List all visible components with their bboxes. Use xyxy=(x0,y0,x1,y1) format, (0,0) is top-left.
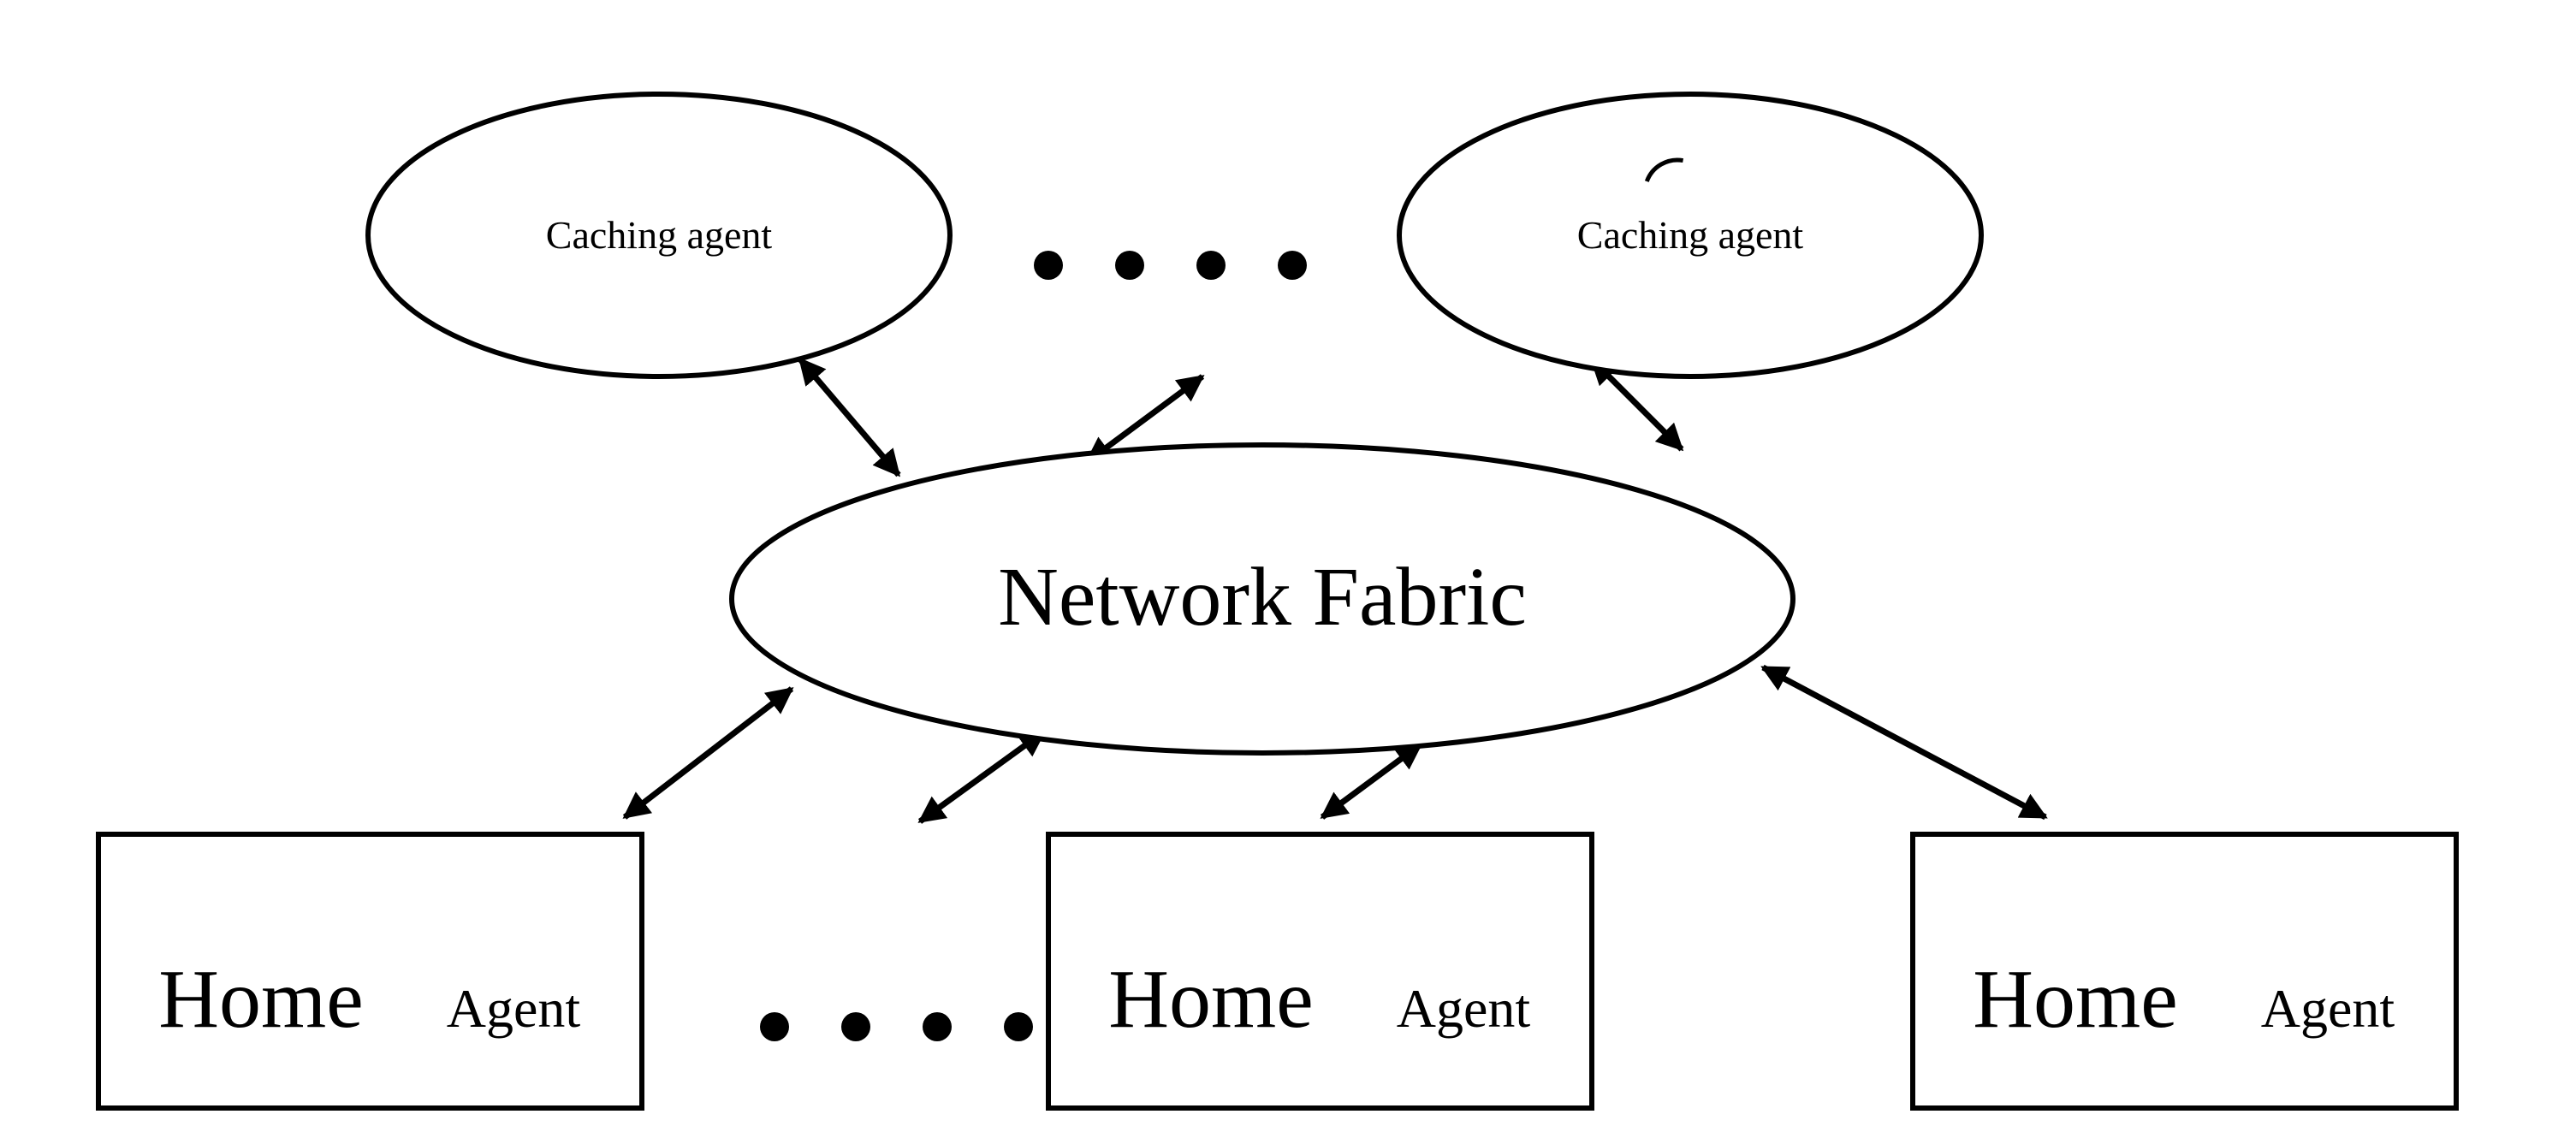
fabric: Network Fabric xyxy=(732,445,1793,753)
nodes-layer: Caching agent Caching agent Network Fabric… xyxy=(98,94,2456,1108)
home2: Home Agent xyxy=(1048,834,1592,1108)
home2-label-1: Agent xyxy=(1397,978,1531,1039)
ellipsis-dot-0-3 xyxy=(1278,251,1307,280)
home2-label-0: Home xyxy=(1108,953,1314,1046)
home3-label-1: Agent xyxy=(2261,978,2395,1039)
ellipsis-dot-1-2 xyxy=(923,1012,952,1041)
home1-label-0: Home xyxy=(158,953,364,1046)
caching1-label: Caching agent xyxy=(546,213,773,257)
ellipsis-dot-0-0 xyxy=(1034,251,1063,280)
diagram-canvas: Caching agent Caching agent Network Fabric… xyxy=(0,0,2576,1138)
edge-5 xyxy=(1322,744,1421,817)
fabric-label: Network Fabric xyxy=(998,551,1527,643)
caching1: Caching agent xyxy=(368,94,950,376)
home3: Home Agent xyxy=(1913,834,2456,1108)
ellipsis-dot-0-1 xyxy=(1115,251,1144,280)
ellipsis-dot-1-1 xyxy=(841,1012,870,1041)
ellipsis-dot-0-2 xyxy=(1196,251,1226,280)
ellipsis-dot-1-0 xyxy=(760,1012,789,1041)
home1: Home Agent xyxy=(98,834,642,1108)
caching2-label: Caching agent xyxy=(1577,213,1804,257)
edge-4 xyxy=(920,732,1044,821)
edge-3 xyxy=(625,689,792,817)
caching2: Caching agent xyxy=(1399,94,1981,376)
edge-6 xyxy=(1763,667,2045,817)
ellipsis-dot-1-3 xyxy=(1004,1012,1033,1041)
home3-label-0: Home xyxy=(1973,953,2178,1046)
edge-0 xyxy=(800,359,899,475)
home1-label-1: Agent xyxy=(447,978,581,1039)
